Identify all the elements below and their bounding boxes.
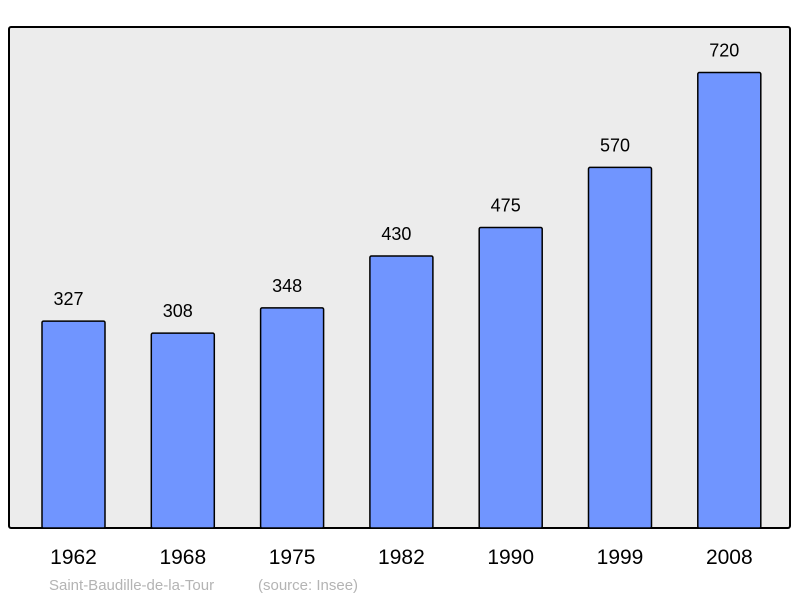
- data-label-2008: 720: [709, 41, 739, 61]
- x-tick-label: 1975: [269, 546, 316, 569]
- bar-1990: [478, 226, 543, 529]
- caption-place: Saint-Baudille-de-la-Tour: [49, 577, 214, 594]
- data-label-1982: 430: [381, 224, 411, 244]
- data-label-1999: 570: [600, 135, 630, 155]
- bar-1982: [369, 255, 434, 529]
- bar-2008: [697, 71, 762, 529]
- caption-source: (source: Insee): [258, 577, 358, 594]
- x-tick-label: 1999: [597, 546, 644, 569]
- bar-1999: [587, 166, 653, 529]
- bar-1968: [150, 332, 216, 529]
- data-label-1975: 348: [272, 276, 302, 296]
- data-label-1990: 475: [491, 196, 521, 216]
- x-tick-label: 1982: [378, 546, 425, 569]
- data-label-1962: 327: [53, 289, 83, 309]
- x-tick-label: 1990: [487, 546, 534, 569]
- x-tick-label: 1968: [159, 546, 206, 569]
- bar-1962: [41, 320, 106, 529]
- bar-1975: [259, 307, 325, 529]
- x-tick-label: 1962: [50, 546, 97, 569]
- x-tick-label: 2008: [706, 546, 753, 569]
- data-label-1968: 308: [163, 301, 193, 321]
